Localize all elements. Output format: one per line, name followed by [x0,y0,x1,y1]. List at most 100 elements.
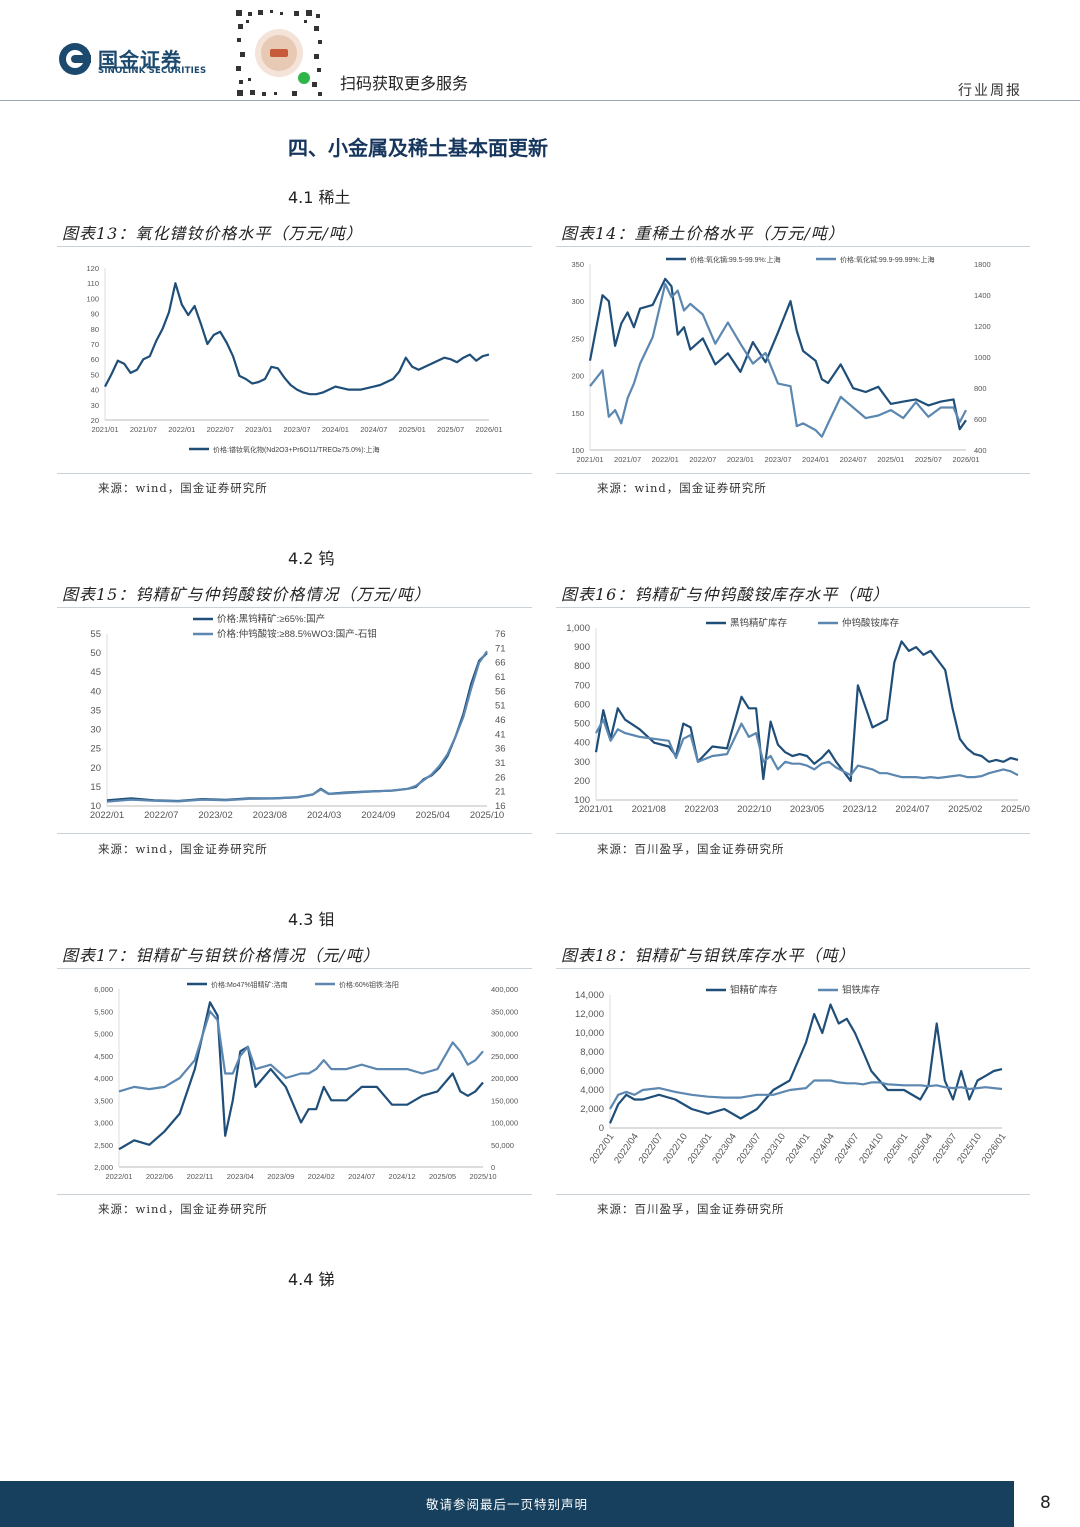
y2-tick-label: 61 [495,672,506,683]
x-tick-label: 2023/08 [253,810,287,821]
qr-caption: 扫码获取更多服务 [340,74,469,93]
figure-18-bottom-rule [556,1194,1030,1195]
legend-label-2: 仲钨酸铵库存 [842,617,900,629]
y2-tick-label: 1000 [974,353,991,362]
figure-17-source: 来源：wind，国金证券研究所 [98,1202,268,1216]
figure-13-source: 来源：wind，国金证券研究所 [98,481,268,495]
x-tick-label: 2023/10 [759,1131,788,1165]
figure-16-rule [556,607,1030,608]
x-tick-label: 2023/01 [727,455,754,464]
x-tick-label: 2025/04 [906,1131,935,1165]
y-tick-label: 4,000 [580,1085,604,1096]
figure-13-bottom-rule [57,473,532,474]
figure-17-chart: 6,000 5,500 5,000 4,500 4,000 3,500 3,000 2,500… [94,980,518,1181]
legend-label-1: 价格:Mo47%钼精矿:洛南 [211,980,288,989]
x-tick-label: 2023/01 [686,1131,715,1165]
x-tick-label: 2025/07 [437,425,464,434]
y-tick-label: 2,000 [580,1104,604,1115]
y-tick-label: 250 [571,334,584,343]
footer-notice[interactable]: 敬请参阅最后一页特别声明 [425,1497,588,1512]
y-tick-label: 100 [86,294,99,303]
x-tick-label: 2025/02 [948,804,982,815]
x-tick-label: 2024/07 [360,425,387,434]
y2-tick-label: 56 [495,686,506,697]
y-tick-label: 500 [574,719,590,730]
x-tick-label: 2022/11 [187,1172,214,1181]
x-tick-label: 2022/07 [637,1131,666,1165]
y-tick-label: 900 [574,642,590,653]
y2-tick-label: 26 [495,772,506,783]
x-tick-label: 2023/01 [245,425,272,434]
x-tick-label: 2024/10 [857,1131,886,1165]
y-tick-label: 14,000 [575,990,604,1001]
figure-17-bottom-rule [57,1194,532,1195]
x-tick-label: 2025/01 [882,1131,911,1165]
x-tick-label: 2024/03 [307,810,341,821]
y-tick-label: 400 [574,738,590,749]
y2-tick-label: 31 [495,758,506,769]
y-tick-label: 6,000 [94,985,113,994]
y-tick-label: 10,000 [575,1028,604,1039]
figure-14-caption: 图表14：重稀土价格水平（万元/吨） [561,224,845,243]
x-tick-label: 2025/10 [955,1131,984,1165]
x-tick-label: 2024/02 [308,1172,335,1181]
figure-16-source: 来源：百川盈孚，国金证券研究所 [597,842,785,856]
subsection-antimony: 4.4 锑 [288,1270,335,1289]
x-tick-label: 2021/07 [130,425,157,434]
y2-tick-label: 350,000 [491,1007,518,1016]
figure-15-caption: 图表15：钨精矿与仲钨酸铵价格情况（万元/吨） [62,585,431,604]
y2-tick-label: 16 [495,801,506,812]
x-tick-label: 2025/10 [470,810,504,821]
y-tick-label: 50 [91,370,99,379]
y-tick-label: 60 [91,355,99,364]
y2-tick-label: 250,000 [491,1052,518,1061]
x-tick-label: 2025/05 [429,1172,456,1181]
y2-tick-label: 400,000 [491,985,518,994]
page-number: 8 [1040,1493,1051,1513]
y2-tick-label: 51 [495,701,506,712]
legend-label-2: 钼铁库存 [842,984,881,996]
legend-label-1: 价格:镨钕氧化物(Nd2O3+Pr6O11/TREO≥75.0%):上海 [213,445,380,454]
y2-tick-label: 76 [495,629,506,640]
y-tick-label: 120 [86,264,99,273]
y2-tick-label: 21 [495,787,506,798]
y-tick-label: 55 [90,629,101,640]
x-tick-label: 2025/01 [877,455,904,464]
y-tick-label: 2,000 [94,1163,113,1172]
doc-type-label: 行业周报 [958,83,1022,99]
figure-15-rule [57,607,532,608]
y-tick-label: 80 [91,325,99,334]
legend-label-2: 价格:氧化铽:99.9-99.99%:上海 [840,255,935,264]
x-tick-label: 2022/03 [684,804,718,815]
x-tick-label: 2025/07 [931,1131,960,1165]
y2-tick-label: 66 [495,658,506,669]
y2-tick-label: 1800 [974,260,991,269]
y-tick-label: 8,000 [580,1047,604,1058]
x-tick-label: 2024/01 [802,455,829,464]
x-tick-label: 2021/07 [614,455,641,464]
y-tick-label: 200 [574,776,590,787]
y-tick-label: 40 [90,686,101,697]
y-tick-label: 70 [91,340,99,349]
qr-code-icon[interactable] [234,8,324,98]
x-tick-label: 2024/07 [840,455,867,464]
x-tick-label: 2023/04 [227,1172,254,1181]
legend-label-2: 价格:60%钼铁:洛阳 [339,980,399,989]
x-tick-label: 2025/10 [469,1172,496,1181]
y-tick-label: 20 [90,763,101,774]
y2-tick-label: 300,000 [491,1030,518,1039]
legend-label-1: 黑钨精矿库存 [730,617,788,629]
y-tick-label: 110 [87,279,99,288]
series-line-2 [589,282,967,438]
legend-label-1: 价格:氧化镝:99.5-99.9%:上海 [690,255,781,264]
x-tick-label: 2023/02 [198,810,232,821]
brand-name-cn: 国金证券 [98,48,182,72]
y-tick-label: 30 [90,725,101,736]
y-tick-label: 350 [571,260,584,269]
x-tick-label: 2025/07 [915,455,942,464]
figure-14-source: 来源：wind，国金证券研究所 [597,481,767,495]
x-tick-label: 2023/09 [267,1172,294,1181]
y-tick-label: 300 [571,297,584,306]
y2-tick-label: 800 [974,384,987,393]
